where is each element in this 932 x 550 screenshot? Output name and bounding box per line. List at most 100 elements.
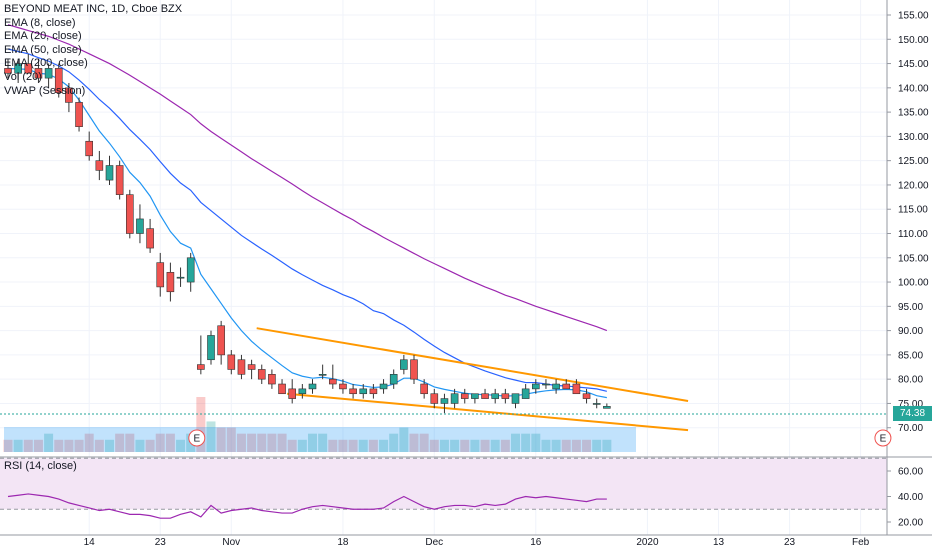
volume-bar [135,439,145,452]
legend-ema20[interactable]: EMA (20, close) [4,30,82,43]
volume-bar [500,439,510,452]
volume-bar [328,439,338,452]
volume-bar [155,433,165,452]
volume-bar [206,421,216,452]
candle-body [115,165,124,195]
price-tick-label: 150.00 [898,35,929,46]
volume-bar [571,439,581,452]
volume-bar [125,433,135,452]
volume-bar [54,439,64,452]
volume-bar [226,427,236,452]
volume-bar [480,439,490,452]
volume-bar [439,439,449,452]
legend-ema200[interactable]: EMA (200, close) [4,57,88,70]
candle-body [531,383,540,390]
candle-body [257,369,266,380]
candle-body [166,272,175,293]
last-price-tag: 74.38 [893,406,932,421]
volume-bar [165,433,175,452]
candle-body [24,63,33,74]
volume-bar [247,433,257,452]
volume-bar [74,439,84,452]
volume-bar [368,439,378,452]
candle-body [481,393,489,399]
candle-body [582,393,591,399]
volume-bar [602,439,612,452]
legend-ema50[interactable]: EMA (50, close) [4,43,82,56]
volume-bars [3,397,636,452]
price-tick-label: 145.00 [898,59,929,70]
rsi-tick-label: 60.00 [898,467,923,478]
volume-bar [561,439,571,452]
time-tick-label: 16 [530,537,542,548]
time-tick-label: 13 [713,537,725,548]
legend-volume[interactable]: Vol (20) [4,70,42,83]
candle-body [440,398,449,404]
volume-bar [236,433,246,452]
volume-bar [105,439,114,452]
candle-body [369,388,378,395]
candle-body [603,406,611,409]
candle-body [156,262,165,288]
chart-legend: BEYOND MEAT INC, 1D, Cboe BZX EMA (8, cl… [4,3,182,98]
candle-body [359,388,368,395]
candle-body [521,388,530,399]
candle-body [511,393,520,404]
volume-bar [521,433,531,452]
candle-body [247,364,256,370]
volume-bar [582,439,592,452]
candle-body [318,374,327,376]
volume-bar [277,433,287,452]
volume-bar [115,433,125,452]
candle-body [288,388,297,399]
volume-bar [541,439,551,452]
candle-body [237,359,246,375]
candle-body [278,383,286,395]
earnings-marker [188,429,206,447]
candle-body [410,359,418,380]
candle-body [501,393,510,399]
volume-bar [490,439,500,452]
candle-body [450,393,459,404]
price-tick-label: 100.00 [898,278,929,289]
volume-ma-area [4,427,636,452]
volume-bar [44,433,54,452]
price-tick-label: 90.00 [898,326,923,337]
rsi-line [7,493,607,519]
volume-bar [348,439,358,452]
rsi-tick-label: 40.00 [898,492,923,503]
price-tick-label: 110.00 [898,229,928,240]
volume-bar [409,433,419,452]
legend-title: BEYOND MEAT INC, 1D, Cboe BZX [4,3,183,15]
rsi-legend[interactable]: RSI (14, close) [4,460,77,472]
candle-body [126,194,134,234]
volume-bar [308,433,317,452]
volume-bar [592,439,602,452]
time-tick-label: Nov [222,537,240,548]
volume-bar [470,439,480,452]
rsi-band [0,458,887,510]
price-tick-label: 95.00 [898,302,923,313]
volume-bar [318,433,328,452]
candle-body [146,228,154,249]
volume-bar [23,439,33,452]
volume-bar [287,439,297,452]
candle-body [34,68,43,79]
price-tick-label: 155.00 [898,11,929,22]
time-tick-label: 23 [155,537,167,548]
earnings-marker-label: E [880,434,887,445]
volume-bar [399,427,409,452]
legend-ema8[interactable]: EMA (8, close) [4,16,76,29]
volume-bar [419,433,429,452]
volume-bar [196,397,206,452]
time-tick-label: Feb [852,537,870,548]
candle-body [197,364,205,370]
candle-body [14,63,22,74]
candle-body [268,374,276,385]
volume-bar [338,439,348,452]
volume-bar [429,439,439,452]
legend-vwap[interactable]: VWAP (Session) [4,84,86,97]
volume-bar [3,439,13,452]
candle-body [389,374,398,385]
price-tick-label: 75.00 [898,399,923,410]
